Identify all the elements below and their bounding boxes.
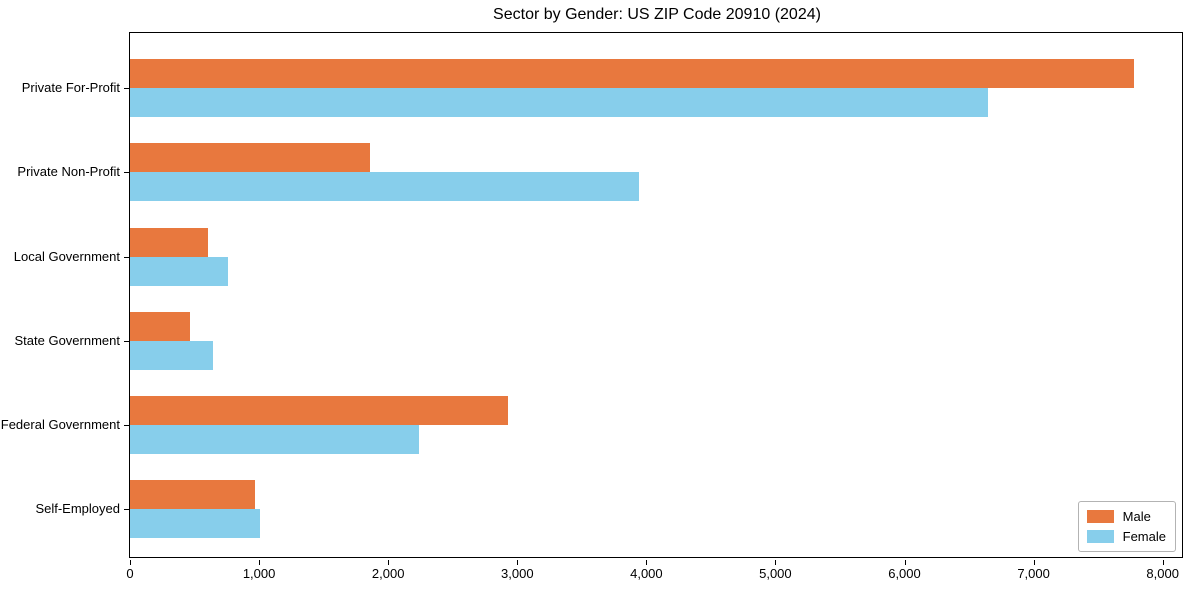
x-tick-1: [259, 560, 261, 565]
legend-label-female: Female: [1122, 529, 1166, 544]
x-tick-label-7: 7,000: [1017, 566, 1050, 581]
x-tick-label-0: 0: [126, 566, 134, 581]
x-tick-4: [646, 560, 648, 565]
bar-male-3: [130, 311, 190, 341]
x-tick-5: [775, 560, 777, 565]
legend-item-male: Male: [1086, 509, 1166, 524]
bar-male-1: [130, 143, 371, 173]
y-tick-label-0: Private For-Profit: [21, 80, 120, 95]
chart-title: Sector by Gender: US ZIP Code 20910 (202…: [493, 6, 821, 23]
x-tick-label-5: 5,000: [759, 566, 792, 581]
x-tick-6: [904, 560, 906, 565]
legend: Male Female: [1077, 501, 1176, 552]
legend-item-female: Female: [1086, 529, 1166, 544]
y-tick-1: [124, 172, 129, 174]
x-tick-7: [1033, 560, 1035, 565]
bar-male-2: [130, 227, 208, 257]
x-tick-label-6: 6,000: [888, 566, 921, 581]
bar-female-2: [130, 256, 229, 286]
y-tick-2: [124, 256, 129, 258]
bar-male-4: [130, 396, 508, 426]
x-tick-2: [388, 560, 390, 565]
y-tick-label-4: Federal Government: [0, 417, 120, 433]
x-tick-label-4: 4,000: [630, 566, 663, 581]
bar-male-5: [130, 480, 255, 510]
y-tick-5: [124, 509, 129, 511]
y-tick-label-2: Local Government: [13, 248, 120, 264]
bar-female-4: [130, 425, 419, 455]
y-tick-0: [124, 88, 129, 89]
x-tick-label-3: 3,000: [501, 566, 534, 581]
bar-female-3: [130, 340, 213, 370]
legend-swatch-male: [1086, 510, 1114, 523]
y-tick-3: [124, 340, 129, 342]
x-tick-label-2: 2,000: [371, 566, 405, 581]
bar-female-1: [130, 172, 639, 202]
bar-female-0: [130, 88, 989, 117]
plot-area: Male Female: [129, 32, 1183, 558]
x-tick-0: [130, 560, 131, 565]
x-tick-8: [1162, 560, 1164, 565]
y-tick-label-3: State Government: [14, 332, 121, 348]
y-tick-label-1: Private Non-Profit: [17, 164, 120, 180]
bar-male-0: [130, 59, 1135, 88]
legend-swatch-female: [1086, 530, 1114, 543]
x-tick-3: [517, 560, 519, 565]
y-tick-4: [124, 425, 129, 427]
y-tick-label-5: Self-Employed: [35, 501, 120, 517]
x-tick-label-1: 1,000: [242, 566, 276, 581]
x-tick-label-8: 8,000: [1146, 566, 1179, 581]
bar-female-5: [130, 509, 261, 539]
legend-label-male: Male: [1122, 509, 1151, 524]
